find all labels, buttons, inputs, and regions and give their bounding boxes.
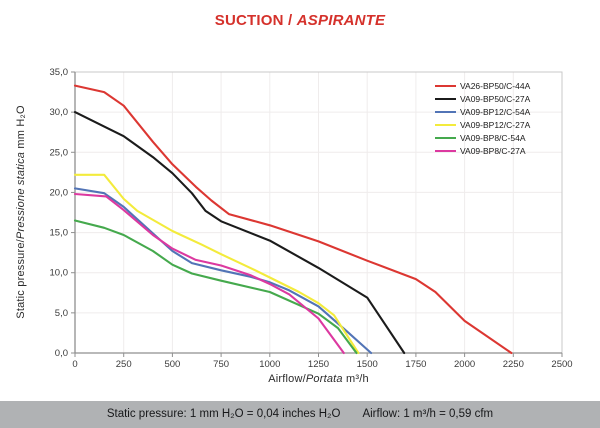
chart-title-en: SUCTION / xyxy=(214,12,297,29)
svg-text:25,0: 25,0 xyxy=(50,147,69,158)
legend-item: VA09-BP50/C-27A xyxy=(435,92,530,105)
svg-text:2000: 2000 xyxy=(454,359,475,370)
svg-text:10,0: 10,0 xyxy=(50,268,69,279)
footer-airflow: Airflow: 1 m³/h = 0,59 cfm xyxy=(362,408,494,420)
svg-text:2500: 2500 xyxy=(551,359,572,370)
svg-text:1000: 1000 xyxy=(259,359,280,370)
legend-label: VA09-BP50/C-27A xyxy=(460,93,531,104)
footer-static-pressure: Static pressure: 1 mm H₂O = 0,04 inches … xyxy=(106,408,341,420)
legend-item: VA09-BP12/C-54A xyxy=(435,105,530,118)
svg-text:1250: 1250 xyxy=(308,359,329,370)
svg-text:2250: 2250 xyxy=(503,359,524,370)
y-axis-title-it: Pressione statica xyxy=(15,151,27,240)
legend-swatch xyxy=(435,84,456,87)
x-axis-title-en: Airflow/ xyxy=(268,373,306,385)
legend-swatch xyxy=(435,110,456,113)
legend: VA26-BP50/C-44A VA09-BP50/C-27A VA09-BP1… xyxy=(435,79,530,157)
legend-label: VA09-BP12/C-54A xyxy=(460,106,531,117)
legend-label: VA09-BP12/C-27A xyxy=(460,119,531,130)
chart-canvas: 0 250 500 750 1000 1250 1500 1750 2000 2250 2500 0,… xyxy=(50,67,573,370)
legend-swatch xyxy=(435,97,456,100)
legend-item: VA09-BP12/C-27A xyxy=(435,118,530,131)
legend-label: VA26-BP50/C-44A xyxy=(460,80,531,91)
svg-text:250: 250 xyxy=(116,359,132,370)
x-axis-title: Airflow/Portata m³/h xyxy=(75,373,562,385)
plot-area: 0 250 500 750 1000 1250 1500 1750 2000 2250 2500 0,… xyxy=(15,67,573,385)
legend-item: VA09-BP8/C-27A xyxy=(435,144,530,157)
svg-text:500: 500 xyxy=(164,359,180,370)
svg-text:750: 750 xyxy=(213,359,229,370)
chart-title: SUCTION / ASPIRANTE xyxy=(0,12,600,29)
x-axis-title-it: Portata xyxy=(305,373,343,385)
x-axis-title-unit: m³/h xyxy=(342,373,369,385)
svg-text:0: 0 xyxy=(72,359,77,370)
svg-text:0,0: 0,0 xyxy=(55,348,68,359)
y-axis-title-en: Static pressure/ xyxy=(15,239,27,319)
svg-text:20,0: 20,0 xyxy=(50,187,69,198)
svg-text:5,0: 5,0 xyxy=(55,308,68,319)
legend-item: VA26-BP50/C-44A xyxy=(435,79,530,92)
y-axis-title: Static pressure/Pressione statica mm H₂O xyxy=(15,105,27,318)
legend-swatch xyxy=(435,136,456,139)
legend-swatch xyxy=(435,149,456,152)
legend-label: VA09-BP8/C-54A xyxy=(460,132,526,143)
legend-swatch xyxy=(435,123,456,126)
legend-label: VA09-BP8/C-27A xyxy=(460,145,526,156)
footer-bar: Static pressure: 1 mm H₂O = 0,04 inches … xyxy=(0,401,600,428)
legend-item: VA09-BP8/C-54A xyxy=(435,131,530,144)
y-axis-title-unit: mm H₂O xyxy=(15,105,27,152)
svg-text:15,0: 15,0 xyxy=(50,228,69,239)
svg-text:1750: 1750 xyxy=(405,359,426,370)
chart-title-it: ASPIRANTE xyxy=(296,12,386,29)
svg-text:1500: 1500 xyxy=(357,359,378,370)
svg-text:30,0: 30,0 xyxy=(50,107,69,118)
svg-text:35,0: 35,0 xyxy=(50,67,69,78)
